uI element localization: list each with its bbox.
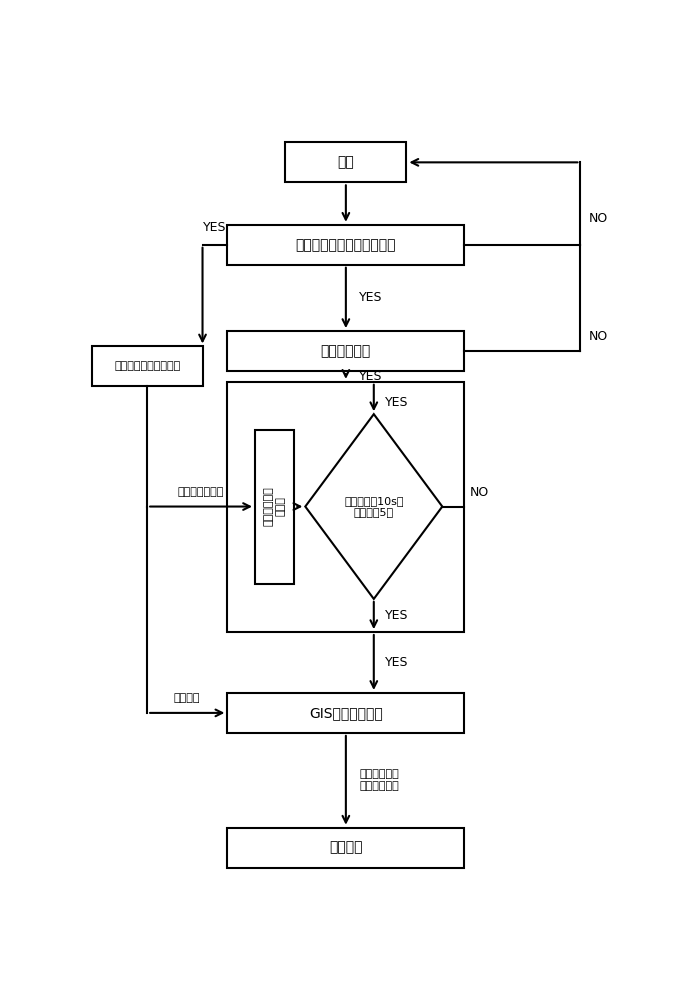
Text: 井盖状态及信息数据库: 井盖状态及信息数据库: [114, 361, 180, 371]
Text: NO: NO: [470, 486, 489, 499]
Bar: [255, 430, 294, 584]
Text: YES: YES: [386, 396, 409, 409]
Text: YES: YES: [359, 291, 383, 304]
Text: YES: YES: [359, 370, 383, 383]
Text: 管理人员: 管理人员: [329, 841, 362, 855]
Bar: [227, 828, 464, 868]
Text: 记录井盖状态
及时系: 记录井盖状态 及时系: [264, 487, 286, 526]
Bar: [227, 225, 464, 265]
Text: 井盖状态及时间: 井盖状态及时间: [178, 487, 224, 497]
Bar: [227, 331, 464, 371]
Polygon shape: [305, 414, 442, 599]
Text: 综合状态分析: 综合状态分析: [321, 344, 371, 358]
Text: 状态改变井盖
及其位置信息: 状态改变井盖 及其位置信息: [359, 769, 398, 791]
Text: NO: NO: [588, 212, 607, 225]
Text: 开始: 开始: [337, 155, 354, 169]
Text: YES: YES: [386, 609, 409, 622]
Bar: [92, 346, 203, 386]
Text: YES: YES: [203, 221, 226, 234]
Text: YES: YES: [386, 656, 409, 669]
Bar: [286, 142, 407, 182]
Text: 井盖信息: 井盖信息: [174, 693, 201, 703]
Text: GIS图形界面定位: GIS图形界面定位: [309, 706, 383, 720]
Text: NO: NO: [588, 330, 607, 343]
Bar: [227, 693, 464, 733]
Bar: [227, 382, 464, 632]
Text: 一段时间（10s）
重复出现5次: 一段时间（10s） 重复出现5次: [344, 496, 403, 517]
Text: 信号解调分析（判断突变）: 信号解调分析（判断突变）: [296, 238, 396, 252]
